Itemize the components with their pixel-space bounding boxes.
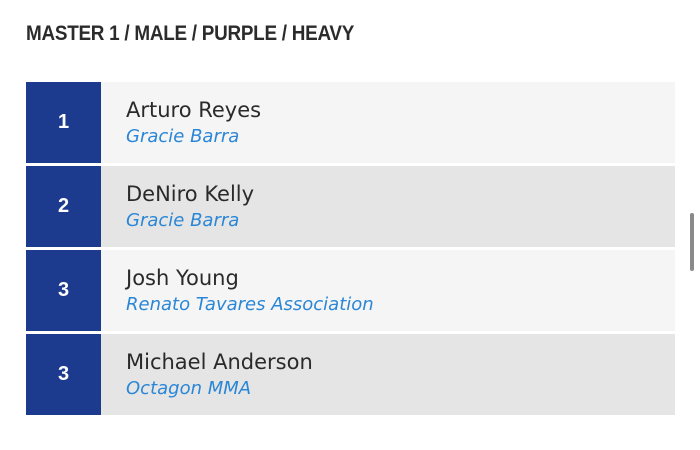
scrollbar-thumb[interactable] (690, 213, 694, 271)
rank-badge: 2 (26, 166, 101, 247)
athlete-name: DeNiro Kelly (126, 181, 255, 206)
athlete-info: Michael Anderson Octagon MMA (101, 334, 675, 415)
team-link[interactable]: Octagon MMA (126, 377, 252, 399)
team-link[interactable]: Renato Tavares Association (126, 293, 374, 315)
rank-badge: 3 (26, 250, 101, 331)
athlete-name: Arturo Reyes (126, 97, 262, 122)
results-list: 1 Arturo Reyes Gracie Barra 2 DeNiro Kel… (26, 82, 675, 418)
category-title: MASTER 1 / MALE / PURPLE / HEAVY (26, 22, 355, 45)
athlete-name: Josh Young (126, 265, 239, 290)
athlete-info: DeNiro Kelly Gracie Barra (101, 166, 675, 247)
athlete-info: Arturo Reyes Gracie Barra (101, 82, 675, 163)
athlete-name: Michael Anderson (126, 349, 313, 374)
athlete-info: Josh Young Renato Tavares Association (101, 250, 675, 331)
result-row: 2 DeNiro Kelly Gracie Barra (26, 166, 675, 247)
result-row: 3 Josh Young Renato Tavares Association (26, 250, 675, 331)
team-link[interactable]: Gracie Barra (126, 125, 240, 147)
team-link[interactable]: Gracie Barra (126, 209, 240, 231)
rank-badge: 3 (26, 334, 101, 415)
result-row: 1 Arturo Reyes Gracie Barra (26, 82, 675, 163)
result-row: 3 Michael Anderson Octagon MMA (26, 334, 675, 415)
rank-badge: 1 (26, 82, 101, 163)
